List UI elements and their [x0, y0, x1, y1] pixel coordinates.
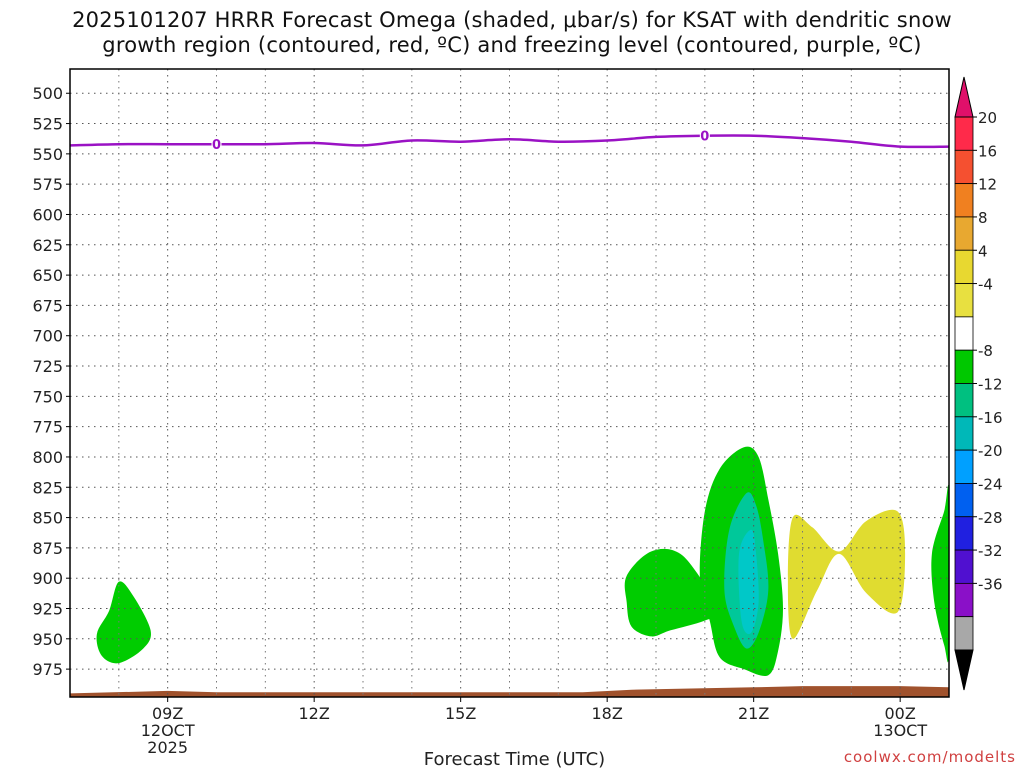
- y-tick-label: 525: [32, 115, 63, 134]
- chart-title-line2: growth region (contoured, red, ºC) and f…: [102, 33, 922, 57]
- freezing-label-bg: [211, 136, 222, 153]
- colorbar-segment: [954, 549, 974, 584]
- y-tick-label: 600: [32, 205, 63, 224]
- plot-area: 00: [70, 69, 949, 697]
- colorbar-segment: [954, 349, 974, 384]
- colorbar-label: -16: [978, 409, 1003, 427]
- omega-region-green: [624, 548, 730, 637]
- colorbar-label: -4: [978, 276, 993, 294]
- omega-region-green: [931, 485, 949, 663]
- colorbar-label: -12: [978, 376, 1003, 394]
- y-tick-label: 975: [32, 660, 63, 679]
- colorbar-label: -28: [978, 509, 1003, 527]
- colorbar-segment: [954, 249, 974, 284]
- watermark: coolwx.com/modelts: [843, 748, 1016, 766]
- colorbar-segment: [954, 483, 974, 518]
- x-tick-label: 09Z: [152, 704, 183, 723]
- colorbar-segment: [954, 183, 974, 218]
- x-tick-label: 18Z: [592, 704, 623, 723]
- colorbar-segment: [954, 149, 974, 185]
- colorbar-segment: [954, 316, 974, 351]
- plot-frame: [69, 68, 950, 698]
- y-tick-label: 825: [32, 478, 63, 497]
- colorbar-bottom-arrow: [954, 649, 974, 691]
- colorbar-label: -20: [978, 442, 1003, 460]
- colorbar-segment: [954, 516, 974, 551]
- colorbar: 20 16 12 8 4 -4 -8 -12 -16 -20 -24 -28 -32 -36: [954, 76, 1003, 691]
- x-tick-year: 2025: [147, 738, 188, 757]
- y-tick-label: 575: [32, 175, 63, 194]
- y-tick-label: 700: [32, 327, 63, 346]
- colorbar-label: 20: [978, 109, 997, 127]
- x-tick-label: 15Z: [445, 704, 476, 723]
- colorbar-segment: [954, 116, 974, 151]
- colorbar-segment: [954, 449, 974, 484]
- y-tick-label: 500: [32, 84, 63, 103]
- colorbar-label: -36: [978, 575, 1003, 593]
- x-tick-date: 12OCT: [141, 721, 195, 740]
- y-tick-label: 950: [32, 630, 63, 649]
- colorbar-segment: [954, 582, 974, 618]
- colorbar-segment: [954, 383, 974, 418]
- colorbar-top-arrow: [954, 76, 974, 118]
- ground-level: [70, 686, 949, 697]
- colorbar-label: 12: [978, 176, 997, 194]
- x-tick-date: 13OCT: [873, 721, 927, 740]
- y-tick-label: 650: [32, 266, 63, 285]
- colorbar-segment: [954, 283, 974, 318]
- x-tick-label: 00Z: [885, 704, 916, 723]
- y-tick-label: 750: [32, 387, 63, 406]
- y-tick-label: 550: [32, 145, 63, 164]
- omega-region-green: [96, 581, 151, 664]
- y-tick-label: 850: [32, 509, 63, 528]
- colorbar-label: 8: [978, 209, 988, 227]
- y-tick-label: 900: [32, 569, 63, 588]
- colorbar-label: 16: [978, 142, 997, 160]
- freezing-level-label: 0: [212, 138, 221, 153]
- y-tick-label: 800: [32, 448, 63, 467]
- chart-title-line1: 2025101207 HRRR Forecast Omega (shaded, …: [72, 8, 952, 32]
- omega-region-yellow: [787, 509, 906, 639]
- y-tick-label: 925: [32, 599, 63, 618]
- colorbar-label: -24: [978, 475, 1003, 493]
- y-tick-label: 675: [32, 296, 63, 315]
- x-tick-label: 21Z: [738, 704, 769, 723]
- colorbar-segment: [954, 416, 974, 451]
- freezing-label-bg: [699, 127, 710, 144]
- colorbar-segment: [954, 616, 974, 651]
- y-tick-label: 625: [32, 236, 63, 255]
- freezing-level-label: 0: [700, 130, 709, 145]
- x-tick-label: 12Z: [299, 704, 330, 723]
- colorbar-segment: [954, 216, 974, 251]
- colorbar-label: 4: [978, 242, 988, 260]
- y-tick-label: 725: [32, 357, 63, 376]
- x-axis-label: Forecast Time (UTC): [424, 749, 605, 768]
- y-tick-label: 775: [32, 418, 63, 437]
- colorbar-label: -8: [978, 342, 993, 360]
- colorbar-label: -32: [978, 542, 1003, 560]
- chart-title: 2025101207 HRRR Forecast Omega (shaded, …: [0, 8, 1024, 58]
- y-tick-label: 875: [32, 539, 63, 558]
